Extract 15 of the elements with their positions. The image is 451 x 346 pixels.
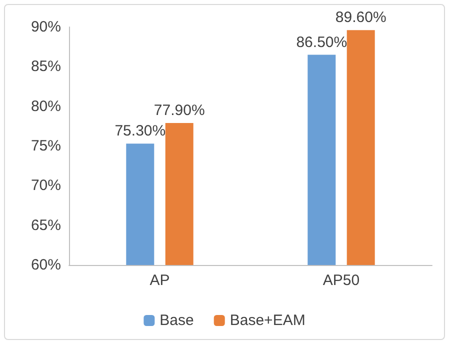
y-tick-label: 60% [30, 256, 61, 274]
data-label: 75.30% [114, 122, 166, 140]
legend-label: Base+EAM [230, 312, 306, 329]
x-tick-label: AP50 [322, 272, 360, 289]
y-tick-label: 65% [30, 216, 61, 234]
data-label: 86.50% [296, 34, 348, 51]
data-label: 77.90% [154, 102, 205, 119]
x-tick-label: AP [150, 272, 170, 289]
y-tick-label: 85% [30, 58, 61, 76]
y-tick-label: 75% [30, 138, 61, 154]
y-tick-label: 80% [30, 98, 61, 115]
y-tick-label: 90% [30, 18, 61, 36]
data-label: 89.60% [335, 9, 386, 26]
legend-label: Base [160, 312, 194, 329]
y-tick-label: 70% [30, 177, 61, 194]
